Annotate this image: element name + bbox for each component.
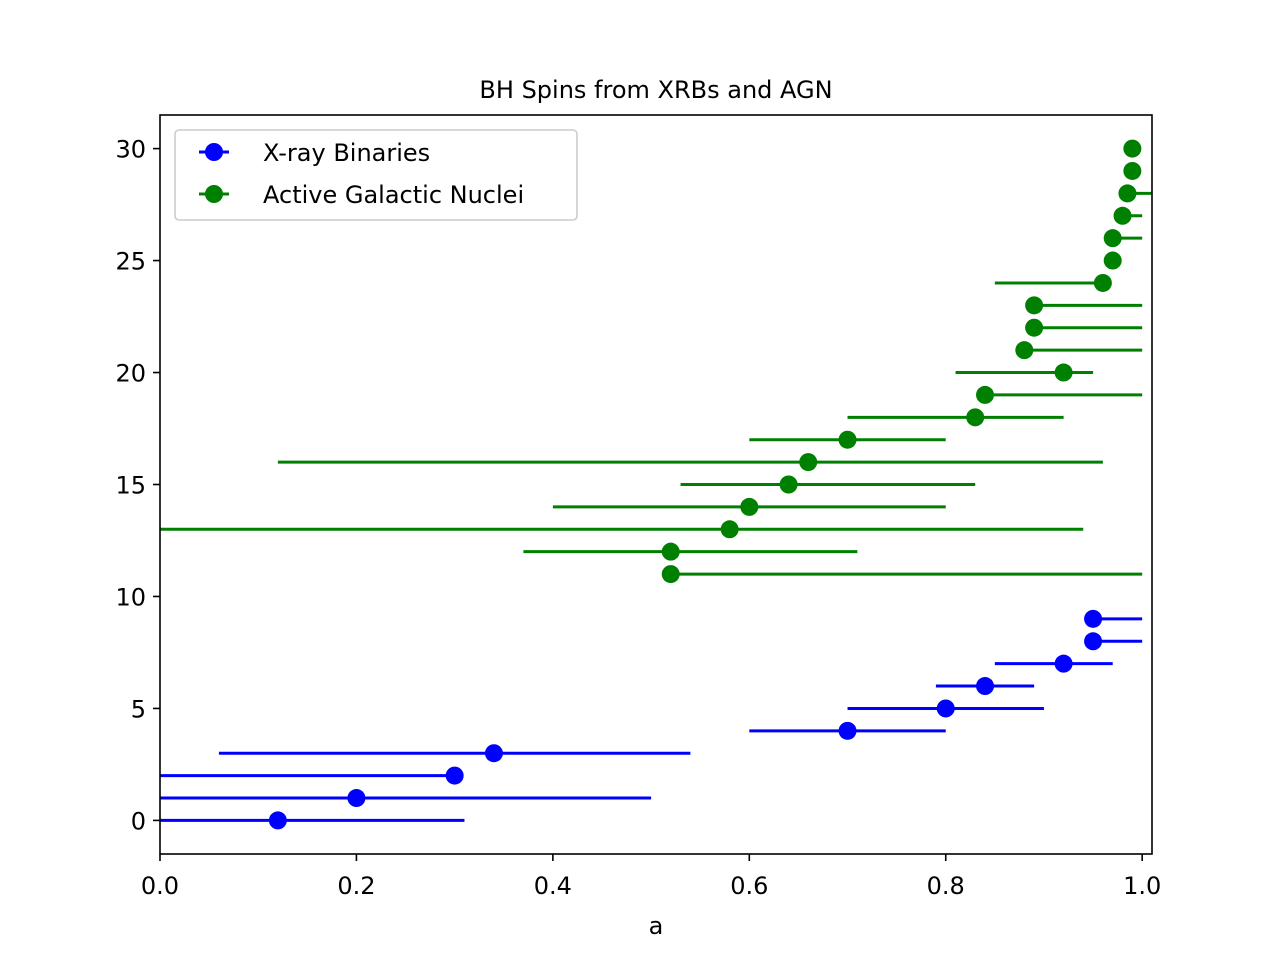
- y-tick-label: 5: [131, 695, 146, 723]
- y-axis: 0 5 10 15 20 25 30: [115, 136, 160, 835]
- data-point: [720, 520, 739, 539]
- y-tick-label: 0: [131, 807, 146, 835]
- legend-marker: [205, 185, 223, 203]
- legend-marker: [205, 143, 223, 161]
- data-point: [799, 453, 818, 472]
- data-point: [740, 497, 759, 516]
- series-0: [160, 609, 1143, 830]
- data-point: [1103, 229, 1122, 248]
- legend-label: X-ray Binaries: [263, 139, 430, 167]
- data-point: [1025, 318, 1044, 337]
- data-point: [1123, 161, 1142, 180]
- data-point: [268, 811, 287, 830]
- data-point: [779, 475, 798, 494]
- y-tick-label: 25: [115, 248, 146, 276]
- x-axis: 0.0 0.2 0.4 0.6 0.8 1.0: [141, 854, 1161, 900]
- data-point: [976, 677, 995, 696]
- plot-area: [159, 114, 1153, 855]
- data-layer: [160, 139, 1152, 830]
- y-tick-label: 30: [115, 136, 146, 164]
- data-point: [966, 408, 985, 427]
- y-tick-label: 15: [115, 472, 146, 500]
- legend-box: [174, 129, 578, 221]
- chart-title: BH Spins from XRBs and AGN: [479, 76, 832, 104]
- data-point: [1015, 341, 1034, 360]
- data-point: [1113, 206, 1132, 225]
- y-tick-label: 10: [115, 583, 146, 611]
- data-point: [1093, 273, 1112, 292]
- y-tick-label: 20: [115, 360, 146, 388]
- data-point: [661, 565, 680, 584]
- x-tick-label: 0.4: [534, 872, 572, 900]
- data-point: [445, 766, 464, 785]
- legend-label: Active Galactic Nuclei: [263, 181, 524, 209]
- legend: X-ray Binaries Active Galactic Nuclei: [174, 129, 578, 221]
- data-point: [1123, 139, 1142, 158]
- data-point: [936, 699, 955, 718]
- data-point: [1118, 184, 1137, 203]
- data-point: [1103, 251, 1122, 270]
- data-point: [1025, 296, 1044, 315]
- x-tick-label: 0.8: [927, 872, 965, 900]
- x-tick-label: 0.2: [337, 872, 375, 900]
- x-tick-label: 1.0: [1123, 872, 1161, 900]
- data-point: [484, 744, 503, 763]
- data-point: [838, 430, 857, 449]
- data-point: [1084, 609, 1103, 628]
- data-point: [661, 542, 680, 561]
- data-point: [1054, 363, 1073, 382]
- x-axis-label: a: [649, 912, 664, 940]
- legend-entry-xrb: X-ray Binaries: [199, 139, 430, 167]
- x-tick-label: 0.6: [730, 872, 768, 900]
- data-point: [976, 385, 995, 404]
- data-point: [1054, 654, 1073, 673]
- x-tick-label: 0.0: [141, 872, 179, 900]
- data-point: [1084, 632, 1103, 651]
- series-1: [160, 139, 1152, 584]
- data-point: [347, 789, 366, 808]
- legend-entry-agn: Active Galactic Nuclei: [199, 181, 524, 209]
- data-point: [838, 721, 857, 740]
